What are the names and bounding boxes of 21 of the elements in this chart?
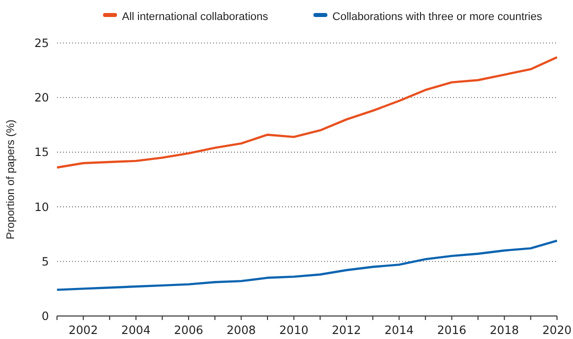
y-tick-label: 10	[34, 200, 49, 214]
y-tick-label: 5	[42, 254, 49, 268]
x-tick-label: 2010	[279, 323, 308, 337]
legend-label: Collaborations with three or more countries	[332, 11, 543, 23]
x-tick-label: 2016	[437, 323, 466, 337]
line-series	[56, 240, 558, 291]
x-tick-label: 2012	[332, 323, 362, 337]
line-series	[56, 56, 558, 169]
y-tick-label: 15	[34, 145, 49, 160]
y-tick-label: 25	[34, 36, 49, 50]
x-tick-label: 2002	[68, 323, 98, 337]
x-tick-label: 2014	[384, 323, 414, 337]
x-tick-label: 2020	[542, 323, 572, 337]
x-tick-label: 2006	[174, 323, 204, 337]
y-tick-label: 0	[42, 309, 49, 323]
y-tick-label: 20	[34, 90, 49, 105]
x-tick-label: 2008	[226, 323, 256, 337]
legend-label: All international collaborations	[122, 11, 269, 23]
y-axis-title: Proportion of papers (%)	[5, 120, 17, 240]
x-tick-label: 2018	[490, 323, 520, 337]
x-tick-label: 2004	[121, 323, 151, 337]
